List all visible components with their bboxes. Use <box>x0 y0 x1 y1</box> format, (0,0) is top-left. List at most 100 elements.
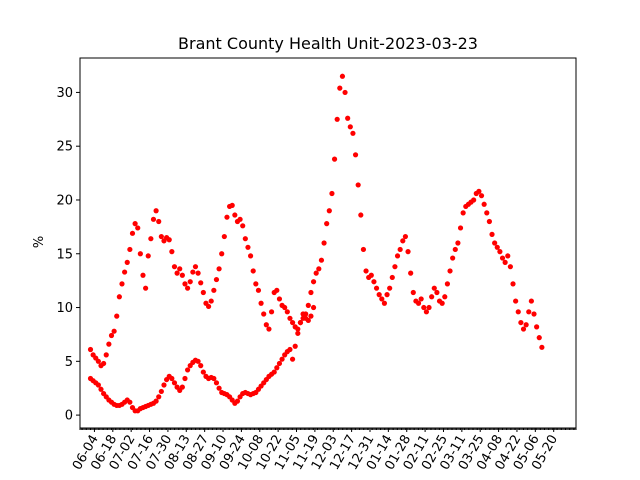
data-point <box>174 270 180 276</box>
data-point <box>216 385 222 391</box>
data-point <box>114 313 120 319</box>
data-point <box>132 221 138 227</box>
data-point <box>486 218 492 225</box>
data-point <box>523 322 529 328</box>
data-point <box>205 303 212 310</box>
data-point <box>224 214 230 220</box>
data-point <box>150 216 157 222</box>
data-point <box>171 264 178 270</box>
data-point <box>263 322 269 328</box>
data-point <box>156 218 162 225</box>
data-point <box>476 188 482 194</box>
data-point <box>179 384 185 390</box>
data-point <box>169 249 175 255</box>
data-point <box>421 304 427 311</box>
y-tick-label: 25 <box>56 140 73 155</box>
data-point <box>321 240 327 246</box>
data-point <box>153 398 159 404</box>
data-point <box>182 375 188 382</box>
data-point <box>347 124 353 130</box>
data-point <box>415 300 422 306</box>
data-point <box>450 255 456 261</box>
data-point <box>510 281 516 287</box>
data-point <box>287 315 293 321</box>
data-point <box>192 264 199 270</box>
data-point <box>452 246 458 253</box>
data-point <box>200 289 206 296</box>
y-tick-label: 20 <box>56 193 73 208</box>
data-point <box>247 253 254 259</box>
data-point <box>402 233 409 240</box>
data-point <box>242 236 248 242</box>
data-point <box>87 346 94 353</box>
data-point <box>392 264 398 270</box>
data-point <box>431 285 437 291</box>
data-point <box>124 259 130 265</box>
data-point <box>198 280 204 286</box>
data-point <box>106 341 112 347</box>
data-point <box>379 296 385 302</box>
data-point <box>279 356 285 362</box>
data-point <box>143 285 149 291</box>
data-point <box>258 300 264 306</box>
data-point <box>211 287 217 293</box>
data-point <box>447 268 453 274</box>
data-point <box>339 73 346 79</box>
data-point <box>129 230 136 236</box>
data-point <box>373 285 380 291</box>
data-point <box>213 380 220 386</box>
data-point <box>352 152 359 158</box>
data-point <box>350 130 356 136</box>
data-point <box>331 156 338 162</box>
data-point <box>119 281 125 287</box>
data-point <box>481 201 487 207</box>
data-point <box>116 294 122 300</box>
data-point <box>166 237 172 243</box>
data-point <box>127 399 133 405</box>
data-point <box>376 292 382 298</box>
data-point <box>108 332 115 339</box>
data-point <box>187 279 193 285</box>
data-point <box>308 313 314 319</box>
data-point <box>198 363 204 369</box>
data-point <box>471 197 477 203</box>
data-point <box>213 276 220 283</box>
data-point <box>484 210 490 216</box>
data-point <box>460 210 466 216</box>
data-point <box>520 326 527 332</box>
data-point <box>177 266 183 272</box>
data-point <box>195 270 201 276</box>
data-point <box>171 380 178 386</box>
data-point <box>526 309 532 315</box>
data-point <box>182 281 188 287</box>
data-point <box>305 317 311 324</box>
data-point <box>310 304 317 311</box>
y-tick-label: 15 <box>56 247 73 262</box>
data-point <box>534 324 540 330</box>
data-point <box>184 285 191 291</box>
data-point <box>253 281 259 287</box>
data-point <box>318 257 325 263</box>
data-point <box>492 240 498 246</box>
data-point <box>342 89 348 96</box>
data-point <box>418 296 424 302</box>
data-point <box>371 279 377 285</box>
data-point <box>103 352 109 358</box>
data-point <box>410 289 416 296</box>
data-point <box>190 269 196 275</box>
data-point <box>229 202 235 208</box>
data-point <box>324 221 330 227</box>
data-point <box>300 311 306 317</box>
data-point <box>200 369 206 375</box>
data-point <box>195 358 201 364</box>
data-points <box>87 73 545 414</box>
data-point <box>400 238 406 244</box>
data-point <box>234 398 241 404</box>
data-point <box>98 386 104 392</box>
data-point <box>221 233 227 240</box>
data-point <box>326 208 332 214</box>
data-point <box>308 289 314 296</box>
y-tick-label: 10 <box>56 301 73 316</box>
data-point <box>394 253 401 259</box>
data-point <box>494 244 500 250</box>
